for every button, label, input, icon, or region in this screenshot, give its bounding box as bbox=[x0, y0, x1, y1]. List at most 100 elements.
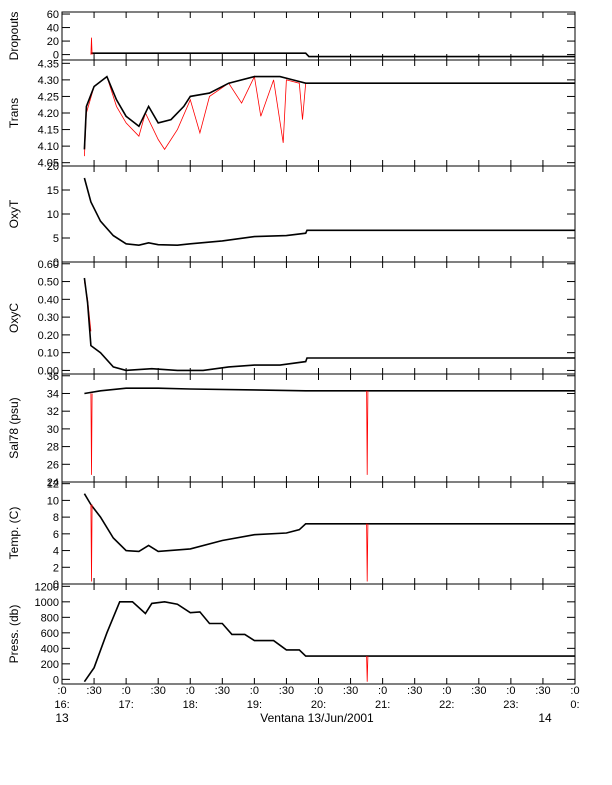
oxyt-y-tick-label: 15 bbox=[47, 185, 59, 197]
oxyc-y-tick-label: 0.10 bbox=[38, 348, 59, 360]
temp-c-y-tick-label: 8 bbox=[53, 512, 59, 524]
press-db-y-axis-label: Press. (db) bbox=[7, 605, 21, 664]
start-date-label: 13 bbox=[55, 711, 69, 725]
sal78-psu-y-tick-label: 32 bbox=[47, 406, 59, 418]
oxyc-y-tick-label: 0.40 bbox=[38, 294, 59, 306]
press-db-series-0-line bbox=[83, 600, 575, 683]
oxyc-y-tick-label: 0.50 bbox=[38, 277, 59, 289]
trans-y-tick-label: 4.35 bbox=[38, 58, 59, 70]
press-db-y-tick-label: 1000 bbox=[35, 597, 59, 609]
sal78-psu-y-tick-label: 36 bbox=[47, 371, 59, 383]
x-tick-label: :30 bbox=[471, 685, 486, 697]
trans-y-tick-label: 4.25 bbox=[38, 91, 59, 103]
sal78-psu-y-tick-label: 34 bbox=[47, 388, 59, 400]
x-tick-hour-label: 23: bbox=[503, 699, 518, 711]
sal78-psu-y-axis-label: Sal78 (psu) bbox=[7, 397, 21, 458]
x-tick-hour-label: 18: bbox=[183, 699, 198, 711]
trans-y-tick-label: 4.30 bbox=[38, 75, 59, 87]
x-tick-hour-label: 16: bbox=[54, 699, 69, 711]
dropouts-series-1-line bbox=[90, 37, 93, 55]
x-tick-label: :0 bbox=[250, 685, 259, 697]
press-db-y-tick-label: 600 bbox=[41, 628, 59, 640]
x-tick-label: :30 bbox=[215, 685, 230, 697]
dropouts-series-0-line bbox=[90, 52, 575, 58]
panel-sal78-psu: 36 34 32 30 28 26 24 Sal78 (psu) bbox=[7, 371, 576, 489]
x-tick-label: :0 bbox=[506, 685, 515, 697]
oxyc-y-tick-label: 0.30 bbox=[38, 312, 59, 324]
sal78-psu-y-tick-label: 26 bbox=[47, 459, 59, 471]
x-tick-hour-label: 21: bbox=[375, 699, 390, 711]
x-tick-label: :30 bbox=[86, 685, 101, 697]
press-db-y-tick-label: 0 bbox=[53, 674, 59, 686]
temp-c-y-tick-label: 4 bbox=[53, 546, 59, 558]
press-db-series-1-line bbox=[366, 656, 369, 682]
dropouts-y-tick-label: 40 bbox=[47, 23, 59, 35]
dropouts-y-tick-label: 60 bbox=[47, 9, 59, 21]
x-tick-label: :0 bbox=[442, 685, 451, 697]
oxyc-y-axis-label: OxyC bbox=[7, 303, 21, 333]
x-tick-hour-label: 22: bbox=[439, 699, 454, 711]
x-tick-hour-label: 17: bbox=[118, 699, 133, 711]
oxyt-y-tick-label: 10 bbox=[47, 209, 59, 221]
temp-c-y-tick-label: 10 bbox=[47, 495, 59, 507]
x-tick-label: :0 bbox=[570, 685, 579, 697]
sal78-psu-y-tick-label: 24 bbox=[47, 477, 59, 489]
trans-y-tick-label: 4.10 bbox=[38, 141, 59, 153]
oxyt-y-tick-label: 5 bbox=[53, 233, 59, 245]
temp-c-y-tick-label: 6 bbox=[53, 529, 59, 541]
x-tick-label: :0 bbox=[186, 685, 195, 697]
time-axis: :0 16: :30 :0 17: :30 :0 18: :30 :0 19: :30 :0 20: :30… bbox=[54, 685, 579, 711]
trans-series-1-line bbox=[83, 75, 575, 150]
trans-y-tick-label: 4.20 bbox=[38, 108, 59, 120]
sal78-psu-y-tick-label: 30 bbox=[47, 424, 59, 436]
trans-series-0-line bbox=[84, 75, 307, 157]
panel-oxyc: 0.60 0.50 0.40 0.30 0.20 0.10 0.00 OxyC bbox=[7, 259, 576, 377]
dropouts-y-axis-label: Dropouts bbox=[7, 12, 21, 61]
temp-c-series-0-line bbox=[83, 493, 575, 553]
trans-y-tick-label: 4.15 bbox=[38, 125, 59, 137]
temp-c-series-2-line bbox=[366, 523, 369, 582]
x-tick-label: :0 bbox=[57, 685, 66, 697]
temp-c-y-tick-label: 12 bbox=[47, 479, 59, 491]
press-db-y-tick-label: 800 bbox=[41, 612, 59, 624]
x-tick-label: :0 bbox=[314, 685, 323, 697]
sal78-psu-series-1-line bbox=[90, 393, 93, 475]
press-db-y-tick-label: 200 bbox=[41, 659, 59, 671]
trans-y-tick-label: 4.05 bbox=[38, 158, 59, 170]
x-tick-label: :30 bbox=[151, 685, 166, 697]
x-tick-label: :0 bbox=[378, 685, 387, 697]
x-tick-label: :30 bbox=[279, 685, 294, 697]
trans-y-axis-label: Trans bbox=[7, 98, 21, 128]
x-tick-label: :30 bbox=[343, 685, 358, 697]
sal78-psu-y-tick-label: 28 bbox=[47, 442, 59, 454]
dropouts-y-tick-label: 20 bbox=[47, 36, 59, 48]
oxyt-y-tick-label: 20 bbox=[47, 161, 59, 173]
panel-trans: 4.35 4.30 4.25 4.20 4.15 4.10 4.05 Trans bbox=[7, 58, 576, 170]
x-tick-hour-label: 0: bbox=[570, 699, 579, 711]
x-tick-label: :0 bbox=[122, 685, 131, 697]
press-db-y-tick-label: 400 bbox=[41, 643, 59, 655]
temp-c-y-axis-label: Temp. (C) bbox=[7, 507, 21, 560]
panels-layer: 6040200Dropouts4.354.304.254.204.154.104… bbox=[7, 9, 576, 686]
x-tick-label: :30 bbox=[535, 685, 550, 697]
end-date-label: 14 bbox=[538, 711, 552, 725]
temp-c-series-1-line bbox=[90, 504, 93, 582]
oxyt-y-tick-label: 0 bbox=[53, 257, 59, 269]
x-tick-hour-label: 19: bbox=[247, 699, 262, 711]
panel-press-db: 1200 1000 800 600 400 200 0 Press. (db) bbox=[7, 581, 576, 686]
temp-c-y-tick-label: 0 bbox=[53, 579, 59, 591]
oxyc-y-tick-label: 0.20 bbox=[38, 330, 59, 342]
sal78-psu-series-0-line bbox=[84, 387, 575, 395]
oxyc-series-1-line bbox=[83, 277, 575, 372]
press-db-y-tick-label: 1200 bbox=[35, 581, 59, 593]
oxyt-y-axis-label: OxyT bbox=[7, 199, 21, 228]
x-tick-label: :30 bbox=[407, 685, 422, 697]
dropouts-y-tick-label: 0 bbox=[53, 50, 59, 62]
temp-c-y-tick-label: 2 bbox=[53, 562, 59, 574]
sal78-psu-series-2-line bbox=[366, 390, 369, 475]
oxyc-y-tick-label: 0.00 bbox=[38, 365, 59, 377]
oxyt-series-0-line bbox=[83, 177, 575, 247]
x-tick-hour-label: 20: bbox=[311, 699, 326, 711]
